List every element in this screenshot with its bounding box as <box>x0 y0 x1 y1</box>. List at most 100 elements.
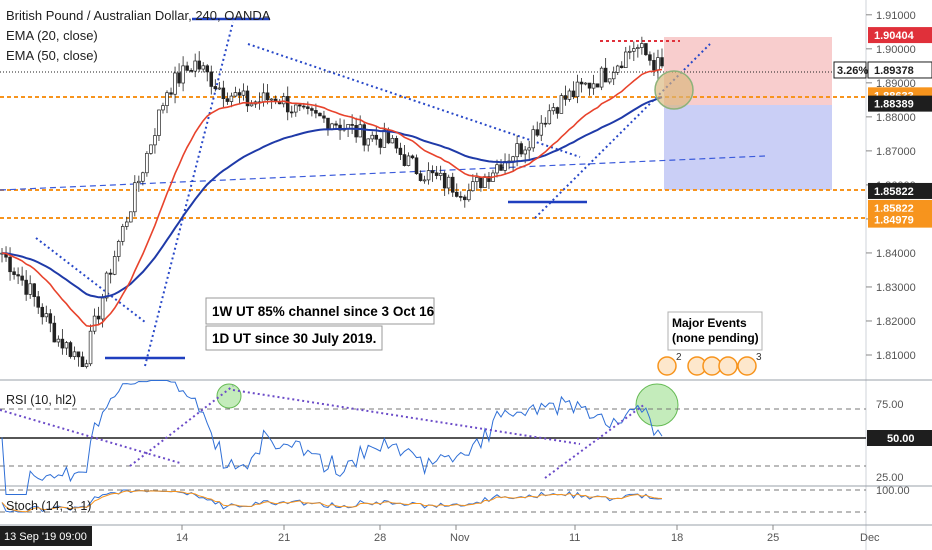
candle[interactable] <box>294 104 298 117</box>
candle[interactable] <box>422 175 427 184</box>
candle[interactable] <box>418 170 423 182</box>
candle[interactable] <box>370 131 375 142</box>
candle[interactable] <box>624 46 628 68</box>
candle[interactable] <box>434 165 439 180</box>
candle[interactable] <box>298 103 302 111</box>
candle[interactable] <box>157 109 161 142</box>
rsi-trend-line-2[interactable] <box>129 385 234 467</box>
annotation-box-1[interactable] <box>205 297 435 325</box>
events-box[interactable] <box>667 311 763 351</box>
candle[interactable] <box>535 121 539 137</box>
candle[interactable] <box>575 74 580 104</box>
candle[interactable] <box>555 106 560 119</box>
candle[interactable] <box>28 275 32 299</box>
candles[interactable] <box>0 36 664 369</box>
candle[interactable] <box>390 135 395 144</box>
candle[interactable] <box>189 68 193 73</box>
candle[interactable] <box>579 78 584 93</box>
candle[interactable] <box>60 329 65 355</box>
candle[interactable] <box>20 266 24 286</box>
candle[interactable] <box>205 64 210 82</box>
candle[interactable] <box>446 174 451 195</box>
candle[interactable] <box>80 351 85 368</box>
candle[interactable] <box>547 104 552 125</box>
candle[interactable] <box>233 86 238 98</box>
candle[interactable] <box>378 137 383 155</box>
candle[interactable] <box>161 102 165 114</box>
candle[interactable] <box>438 165 443 181</box>
candle[interactable] <box>398 142 403 160</box>
candle[interactable] <box>603 57 608 83</box>
flag-icon[interactable] <box>657 356 677 376</box>
candle[interactable] <box>366 138 370 152</box>
candle[interactable] <box>660 48 664 69</box>
candle[interactable] <box>636 44 640 58</box>
candle[interactable] <box>72 346 77 360</box>
uptrend-line-1[interactable] <box>144 21 234 367</box>
candle[interactable] <box>84 359 89 369</box>
rsi-trend-line-3[interactable] <box>232 389 581 445</box>
candle[interactable] <box>394 135 399 154</box>
candle[interactable] <box>322 110 326 123</box>
candle[interactable] <box>185 61 189 72</box>
rsi-label[interactable]: RSI (10, hl2) <box>6 393 76 407</box>
candle[interactable] <box>137 175 141 192</box>
candle[interactable] <box>12 267 16 280</box>
candle[interactable] <box>318 112 322 117</box>
legend-ema50[interactable]: EMA (50, close) <box>6 48 98 63</box>
candle[interactable] <box>269 98 274 109</box>
candle[interactable] <box>539 115 544 142</box>
candle[interactable] <box>551 103 556 115</box>
candle[interactable] <box>173 66 177 104</box>
candle[interactable] <box>36 290 40 314</box>
candle[interactable] <box>527 140 531 159</box>
candle[interactable] <box>471 174 475 192</box>
candle[interactable] <box>177 63 181 87</box>
candle[interactable] <box>116 239 121 262</box>
candle[interactable] <box>229 92 234 108</box>
candle[interactable] <box>310 106 314 117</box>
candle[interactable] <box>209 65 214 95</box>
candle[interactable] <box>225 92 230 105</box>
candle[interactable] <box>648 51 652 66</box>
candle[interactable] <box>120 223 125 246</box>
candle[interactable] <box>519 141 523 158</box>
stoch-label[interactable]: Stoch (14, 3, 1) <box>6 499 91 513</box>
candle[interactable] <box>619 61 624 69</box>
candle[interactable] <box>145 151 149 177</box>
legend-ema20[interactable]: EMA (20, close) <box>6 28 98 43</box>
candle[interactable] <box>426 162 431 185</box>
annotation-box-2[interactable] <box>205 325 383 351</box>
candle[interactable] <box>442 170 447 196</box>
candle[interactable] <box>410 154 415 160</box>
target-zone-box[interactable] <box>664 105 832 190</box>
candle[interactable] <box>64 341 69 355</box>
rsi-trend-line-1[interactable] <box>0 409 181 464</box>
flag-icon[interactable] <box>718 356 738 376</box>
candle[interactable] <box>129 211 133 223</box>
candle[interactable] <box>197 51 201 72</box>
candle[interactable] <box>644 43 648 57</box>
candle[interactable] <box>595 83 600 88</box>
candle[interactable] <box>583 82 588 86</box>
candle[interactable] <box>201 62 205 73</box>
candle[interactable] <box>362 121 366 152</box>
candle[interactable] <box>153 128 157 154</box>
candle[interactable] <box>615 64 620 75</box>
candle[interactable] <box>16 267 20 285</box>
candle[interactable] <box>8 247 12 281</box>
candle[interactable] <box>281 92 286 108</box>
candle[interactable] <box>217 82 222 90</box>
price-highlight-circle[interactable] <box>654 70 694 110</box>
rsi-highlight-circle-1[interactable] <box>216 383 242 409</box>
candle[interactable] <box>628 45 632 60</box>
candle[interactable] <box>599 66 604 91</box>
candle[interactable] <box>48 309 53 333</box>
candle[interactable] <box>141 171 145 186</box>
candle[interactable] <box>32 283 36 307</box>
candle[interactable] <box>169 87 173 97</box>
candle[interactable] <box>245 85 250 113</box>
candle[interactable] <box>96 306 101 326</box>
candle[interactable] <box>382 122 387 148</box>
